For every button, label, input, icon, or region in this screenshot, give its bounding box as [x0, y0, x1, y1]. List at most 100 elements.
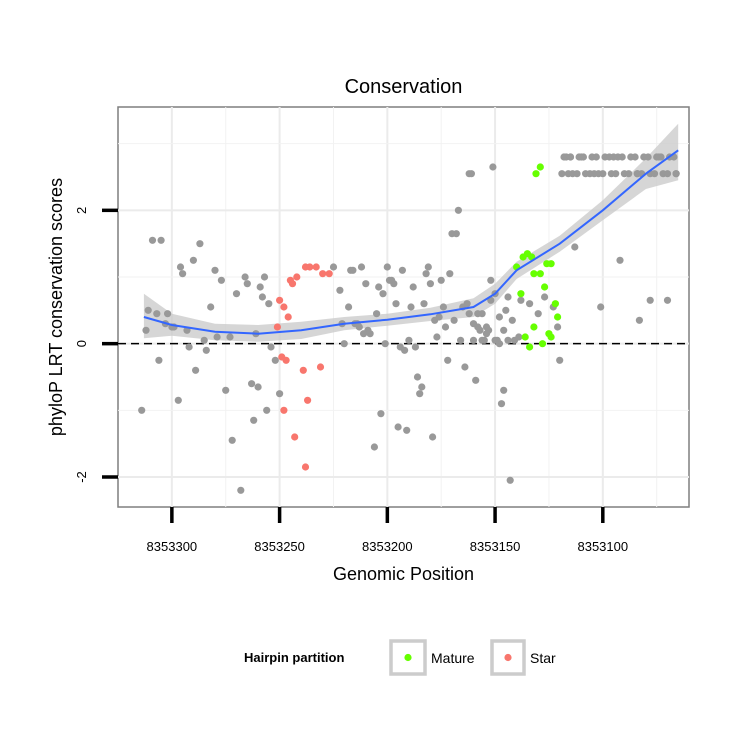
point-other [644, 153, 652, 161]
point-other [437, 276, 445, 284]
point-other [271, 356, 279, 364]
point-other [420, 300, 428, 308]
point-other [394, 423, 402, 431]
point-other [489, 163, 497, 171]
data-points [138, 153, 680, 494]
point-other [211, 266, 219, 274]
point-other [461, 363, 469, 371]
point-other [207, 303, 215, 311]
y-tick-label: 0 [74, 340, 89, 347]
point-other [405, 336, 413, 344]
point-star [301, 463, 310, 471]
point-other [263, 406, 271, 414]
point-other [276, 390, 284, 398]
point-other [554, 323, 562, 331]
point-other [500, 386, 508, 394]
point-other [398, 266, 406, 274]
point-other [454, 206, 462, 214]
point-other [267, 343, 275, 351]
point-other [469, 320, 478, 328]
point-other [500, 326, 508, 334]
legend-entry-mature: Mature [389, 639, 475, 676]
point-other [347, 266, 355, 274]
point-other [174, 396, 182, 404]
x-tick-label: 8353150 [470, 539, 521, 554]
point-other [558, 170, 566, 178]
point-other [413, 373, 422, 381]
point-other [200, 336, 208, 344]
point-other [625, 170, 633, 178]
point-other [202, 346, 210, 354]
confidence-band-area [143, 123, 679, 342]
point-star [325, 270, 333, 278]
point-other [444, 356, 452, 364]
point-other [517, 296, 525, 304]
point-mature [530, 323, 538, 331]
point-other [564, 170, 572, 178]
point-other [345, 303, 353, 311]
point-other [411, 343, 419, 351]
point-other [646, 296, 654, 304]
point-other [407, 303, 415, 311]
point-other [560, 153, 568, 161]
point-other [155, 356, 163, 364]
point-other [256, 283, 264, 291]
point-other [616, 256, 624, 264]
point-other [439, 303, 447, 311]
legend-title: Hairpin partition [244, 650, 344, 665]
point-other [375, 283, 383, 291]
point-other [250, 416, 258, 424]
point-star [291, 433, 299, 441]
point-other [599, 170, 607, 178]
point-other [226, 333, 234, 341]
legend-key-dot [504, 653, 512, 662]
point-mature [530, 270, 538, 278]
point-mature [536, 270, 544, 278]
point-other [237, 486, 245, 494]
point-other [433, 333, 441, 341]
point-other [258, 293, 266, 301]
point-star [299, 366, 307, 374]
x-axis-title: Genomic Position [333, 564, 474, 584]
point-star [293, 273, 301, 281]
point-other [610, 153, 618, 161]
y-axis-title: phyloP LRT conservation scores [46, 178, 66, 436]
point-other [426, 280, 434, 288]
point-other [441, 323, 450, 331]
point-other [672, 170, 680, 178]
point-other [340, 340, 348, 348]
point-other [541, 293, 549, 301]
point-other [241, 273, 249, 281]
point-other [222, 386, 230, 394]
point-other [416, 390, 424, 398]
point-mature [551, 300, 560, 308]
point-other [577, 153, 585, 161]
point-other [157, 236, 165, 244]
point-other [422, 270, 430, 278]
legend: Hairpin partition Mature Star [244, 639, 556, 676]
point-other [482, 330, 491, 338]
point-other [450, 316, 458, 324]
point-other [663, 296, 672, 304]
point-other [465, 310, 473, 318]
point-other [138, 406, 146, 414]
point-other [179, 270, 187, 278]
point-other [597, 303, 605, 311]
point-other [217, 276, 225, 284]
legend-entry-star: Star [490, 639, 556, 676]
point-other [508, 316, 516, 324]
point-other [213, 333, 221, 341]
point-other [592, 153, 600, 161]
point-mature [554, 313, 562, 321]
point-other [189, 256, 197, 264]
point-other [635, 316, 644, 324]
point-other [650, 170, 659, 178]
point-star [312, 263, 320, 271]
point-star [276, 296, 284, 304]
point-other [424, 263, 432, 271]
point-other [566, 153, 575, 161]
point-other [495, 313, 503, 321]
chart-title: Conservation [345, 76, 463, 98]
point-other [446, 270, 454, 278]
point-other [633, 170, 641, 178]
